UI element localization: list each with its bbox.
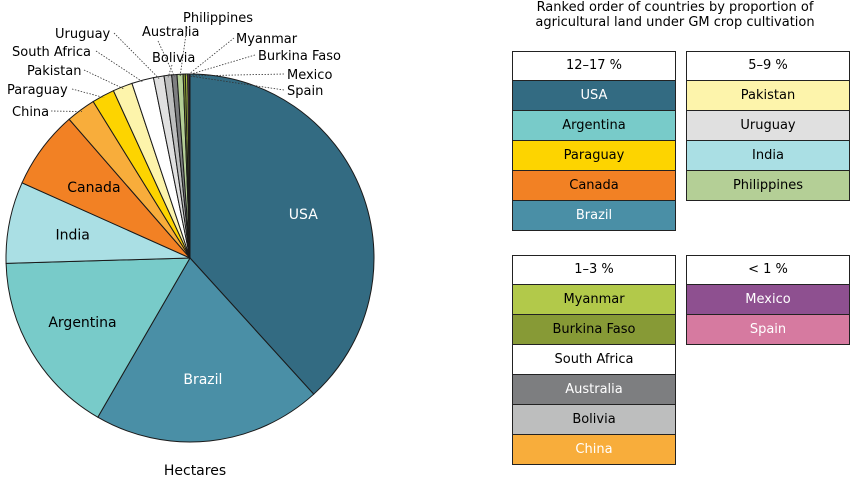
legend-item-usa: USA	[513, 81, 675, 111]
slice-label-canada: Canada	[67, 180, 120, 196]
slice-label-spain: Spain	[287, 84, 323, 99]
legend-item-myanmar: Myanmar	[513, 285, 675, 315]
leader-line-spain	[189, 75, 285, 91]
slice-label-argentina: Argentina	[48, 315, 116, 331]
legend-title-line2: agricultural land under GM crop cultivat…	[535, 15, 815, 30]
legend-item-uruguay: Uruguay	[687, 111, 849, 141]
pie-slices	[5, 73, 375, 443]
chart-caption: Hectares	[164, 463, 226, 478]
legend-item-mexico: Mexico	[687, 285, 849, 315]
slice-labels: USA Brazil Argentina India Canada China Paragu…	[7, 11, 341, 388]
slice-label-myanmar: Myanmar	[236, 32, 298, 47]
pie-slice-brazil	[97, 257, 315, 443]
leader-line-philippines	[179, 26, 188, 77]
legend-item-burkina-faso: Burkina Faso	[513, 315, 675, 345]
legend-group-5-9: 5–9 % Pakistan Uruguay India Philippines	[686, 51, 850, 201]
pie-slice-usa	[189, 73, 375, 395]
leader-line-burkina-faso	[184, 54, 256, 77]
legend-item-paraguay: Paraguay	[513, 141, 675, 171]
legend-group-heading: < 1 %	[687, 256, 849, 285]
slice-label-usa: USA	[289, 207, 318, 223]
leader-line-china	[50, 110, 83, 112]
legend-item-philippines: Philippines	[687, 171, 849, 200]
legend-group-heading: 5–9 %	[687, 52, 849, 81]
leader-line-australia	[157, 40, 175, 77]
leader-line-south-africa	[95, 50, 144, 83]
slice-label-brazil: Brazil	[183, 372, 222, 388]
slice-label-pakistan: Pakistan	[27, 64, 81, 79]
legend-item-canada: Canada	[513, 171, 675, 201]
leader-line-myanmar	[186, 37, 235, 77]
pie-slice-argentina	[5, 257, 191, 418]
slice-label-india: India	[56, 228, 90, 244]
slice-label-south-africa: South Africa	[12, 45, 91, 60]
slice-label-uruguay: Uruguay	[55, 27, 111, 42]
legend-item-pakistan: Pakistan	[687, 81, 849, 111]
legend-group-under-1: < 1 % Mexico Spain	[686, 255, 850, 345]
slice-label-burkina-faso: Burkina Faso	[258, 49, 341, 64]
legend-group-heading: 1–3 %	[513, 256, 675, 285]
legend-title: Ranked order of countries by proportion …	[500, 0, 850, 30]
leader-line-bolivia	[167, 64, 173, 78]
legend-group-heading: 12–17 %	[513, 52, 675, 81]
legend-item-argentina: Argentina	[513, 111, 675, 141]
slice-label-philippines: Philippines	[183, 11, 253, 26]
legend-group-1-3: 1–3 % Myanmar Burkina Faso South Africa …	[512, 255, 676, 465]
slice-label-bolivia: Bolivia	[152, 51, 195, 66]
legend-item-australia: Australia	[513, 375, 675, 405]
legend-item-brazil: Brazil	[513, 201, 675, 230]
leader-line-pakistan	[83, 69, 124, 89]
leader-line-paraguay	[71, 88, 105, 98]
legend-group-12-17: 12–17 % USA Argentina Paraguay Canada Br…	[512, 51, 676, 231]
slice-label-china: China	[12, 105, 49, 120]
slice-label-mexico: Mexico	[287, 68, 332, 83]
legend-item-china: China	[513, 435, 675, 464]
legend-item-bolivia: Bolivia	[513, 405, 675, 435]
slice-label-australia: Australia	[142, 25, 200, 40]
legend-item-spain: Spain	[687, 315, 849, 344]
leader-line-mexico	[188, 73, 285, 77]
slice-label-paraguay: Paraguay	[7, 83, 68, 98]
pie-chart: USA Brazil Argentina India Canada China Paragu…	[5, 11, 375, 478]
leader-lines	[50, 26, 285, 112]
legend-item-south-africa: South Africa	[513, 345, 675, 375]
legend-item-india: India	[687, 141, 849, 171]
legend-title-line1: Ranked order of countries by proportion …	[536, 0, 814, 15]
